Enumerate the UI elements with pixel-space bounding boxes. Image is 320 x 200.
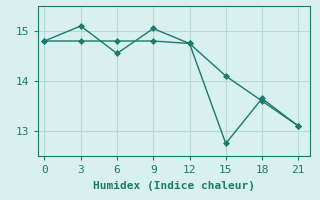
X-axis label: Humidex (Indice chaleur): Humidex (Indice chaleur) xyxy=(93,181,255,191)
